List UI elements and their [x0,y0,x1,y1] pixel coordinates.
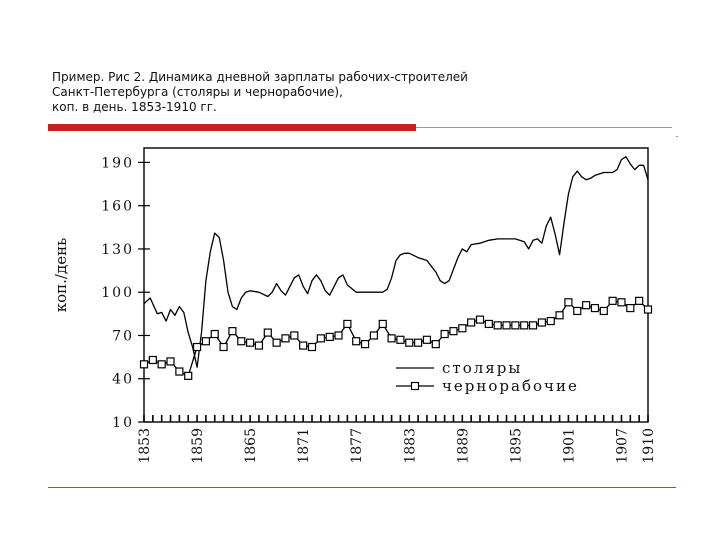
data-point-laborers-1853 [139,360,149,369]
red-divider-bar [48,124,416,131]
data-point-laborers-1910 [643,305,653,314]
caption-line-3: коп. в день. 1853-1910 гг. [52,100,217,114]
y-tick-label-70: 70 [112,328,134,344]
data-point-laborers-1891 [475,315,485,324]
data-point-laborers-1906 [608,296,617,305]
x-tick-label-1877: 1877 [349,428,365,464]
y-tick-label-100: 100 [101,285,134,301]
chart-background [46,132,676,482]
data-point-laborers-1884 [414,338,423,347]
y-axis-label: коп./день [52,238,70,313]
data-point-laborers-1855 [157,360,166,369]
data-point-laborers-1885 [422,335,432,344]
data-point-laborers-1876 [343,319,352,329]
data-point-laborers-1872 [307,342,317,352]
grey-divider-line [416,127,672,128]
bottom-divider-line [48,487,676,488]
data-point-laborers-1865 [246,338,255,347]
data-point-laborers-1880 [378,319,387,329]
legend-marker-1 [410,381,420,391]
data-point-laborers-1886 [431,340,440,349]
x-tick-label-1853: 1853 [137,428,153,464]
data-point-laborers-1869 [281,334,290,343]
data-point-laborers-1883 [405,338,414,347]
data-point-laborers-1887 [440,329,449,339]
data-point-laborers-1861 [210,329,219,339]
data-point-laborers-1879 [369,331,378,340]
data-point-laborers-1881 [387,334,396,343]
data-point-laborers-1867 [263,328,272,337]
x-tick-label-1901: 1901 [561,428,577,464]
data-point-laborers-1858 [184,371,193,380]
data-point-laborers-1863 [228,327,237,336]
data-point-laborers-1892 [484,319,493,329]
x-tick-label-1865: 1865 [243,428,259,464]
x-tick-label-1907: 1907 [614,428,630,464]
x-tick-label-1910: 1910 [641,428,657,464]
plot-frame [143,147,649,423]
data-point-laborers-1905 [599,306,608,316]
data-point-laborers-1902 [573,306,582,316]
data-point-laborers-1877 [352,337,361,346]
data-point-laborers-1908 [626,303,635,313]
data-point-laborers-1899 [546,316,555,326]
x-tick-label-1859: 1859 [190,428,206,464]
series-line-laborers [143,300,649,377]
data-point-laborers-1882 [396,335,405,344]
data-point-laborers-1866 [254,341,264,350]
y-tick-label-10: 10 [112,415,134,431]
data-point-laborers-1878 [360,340,370,349]
data-point-laborers-1871 [299,341,308,350]
x-tick-label-1883: 1883 [402,428,418,464]
data-point-laborers-1907 [617,298,626,307]
data-point-laborers-1857 [175,367,184,376]
y-tick-label-160: 160 [101,199,134,215]
y-tick-label-40: 40 [112,372,134,388]
x-tick-label-1889: 1889 [455,428,471,464]
data-point-laborers-1894 [502,321,511,330]
legend-label-1: чернорабочие [442,377,579,395]
data-point-laborers-1904 [590,303,600,313]
caption-line-2: Санкт-Петербурга (столяры и чернорабочие… [52,85,343,99]
data-point-laborers-1901 [564,298,573,307]
wage-line-chart: 10 40 70 100 130 160 190 коп./день 1853 1859 1865 1… [46,132,676,482]
data-point-laborers-1897 [528,321,538,330]
data-point-laborers-1854 [148,355,157,365]
data-point-laborers-1898 [537,318,546,327]
data-point-laborers-1856 [166,357,175,366]
x-tick-label-1871: 1871 [296,428,312,464]
data-point-laborers-1859 [192,342,202,352]
series-line-carpenters [143,156,649,368]
data-point-laborers-1862 [219,342,228,352]
data-point-laborers-1890 [467,318,476,327]
data-point-laborers-1896 [520,321,529,330]
data-point-laborers-1888 [449,327,458,336]
data-point-laborers-1893 [493,321,502,330]
data-point-laborers-1873 [316,334,325,343]
data-point-laborers-1870 [290,331,299,340]
figure-caption: Пример. Рис 2. Динамика дневной зарплаты… [52,70,612,115]
data-point-laborers-1875 [334,331,343,340]
data-point-laborers-1868 [272,338,281,347]
legend-label-0: столяры [442,359,522,377]
data-point-laborers-1909 [635,296,644,305]
data-point-laborers-1864 [237,337,246,346]
data-point-laborers-1860 [201,337,210,346]
y-tick-label-130: 130 [101,242,134,258]
y-tick-label-190: 190 [101,155,134,171]
data-point-laborers-1874 [325,332,334,342]
data-point-laborers-1903 [582,301,591,310]
data-point-laborers-1900 [555,311,564,320]
data-point-laborers-1889 [458,324,467,333]
data-point-laborers-1895 [511,321,520,330]
x-tick-label-1895: 1895 [508,428,524,464]
caption-line-1: Пример. Рис 2. Динамика дневной зарплаты… [52,70,468,84]
